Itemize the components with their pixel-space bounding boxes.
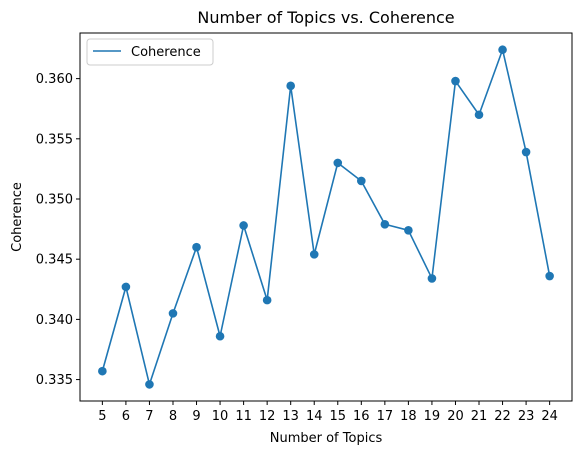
- legend-box: [86, 38, 214, 66]
- data-point: [333, 158, 343, 168]
- x-tick-label: 15: [329, 409, 346, 424]
- x-tick-label: 14: [306, 409, 323, 424]
- data-point: [168, 309, 178, 318]
- series-line-coherence: [101, 48, 551, 386]
- x-tick-label: 16: [353, 409, 370, 424]
- legend-label-coherence: Coherence: [131, 45, 201, 60]
- data-point: [498, 45, 507, 55]
- plot-frame: [79, 32, 573, 402]
- x-tick-label: 13: [282, 409, 299, 424]
- x-tick-label: 5: [98, 409, 106, 424]
- x-axis-label: Number of Topics: [270, 431, 383, 446]
- data-point: [404, 226, 413, 235]
- x-tick-label: 19: [424, 409, 441, 424]
- chart-title: Number of Topics vs. Coherence: [197, 8, 454, 27]
- data-point: [545, 271, 554, 281]
- x-tick-label: 18: [400, 409, 417, 424]
- legend: Coherence: [86, 38, 214, 66]
- x-tick-label: 9: [192, 409, 200, 424]
- y-axis-label: Coherence: [10, 182, 25, 252]
- data-point: [357, 176, 366, 186]
- x-tick-label: 24: [541, 409, 558, 424]
- data-point: [380, 219, 390, 229]
- data-point: [309, 250, 319, 259]
- x-tick-label: 12: [259, 409, 276, 424]
- y-tick-label: 0.360: [36, 72, 73, 87]
- x-tick-label: 10: [212, 409, 229, 424]
- data-point: [98, 366, 107, 376]
- x-tick-label: 6: [122, 409, 130, 424]
- x-tick-label: 21: [471, 409, 488, 424]
- x-tick-label: 20: [447, 409, 464, 424]
- x-tick-label: 11: [235, 409, 252, 424]
- data-point: [145, 380, 154, 389]
- x-tick-label: 8: [169, 409, 177, 424]
- x-tick-label: 17: [377, 409, 394, 424]
- y-tick-label: 0.335: [36, 373, 73, 388]
- y-tick-label: 0.345: [36, 253, 73, 268]
- data-point: [521, 147, 531, 157]
- data-point: [215, 331, 225, 341]
- data-point: [262, 295, 272, 305]
- x-tick-label: 22: [494, 409, 511, 424]
- y-tick-label: 0.340: [36, 313, 73, 328]
- data-point: [451, 76, 460, 86]
- data-point: [239, 221, 248, 230]
- x-tick-label: 7: [145, 409, 153, 424]
- data-point: [286, 81, 295, 91]
- data-point: [474, 110, 484, 120]
- data-point: [192, 242, 201, 252]
- data-point: [121, 282, 131, 292]
- x-tick-label: 23: [518, 409, 535, 424]
- y-tick-label: 0.355: [36, 132, 73, 147]
- y-tick-label: 0.350: [36, 193, 73, 208]
- data-point: [427, 274, 437, 283]
